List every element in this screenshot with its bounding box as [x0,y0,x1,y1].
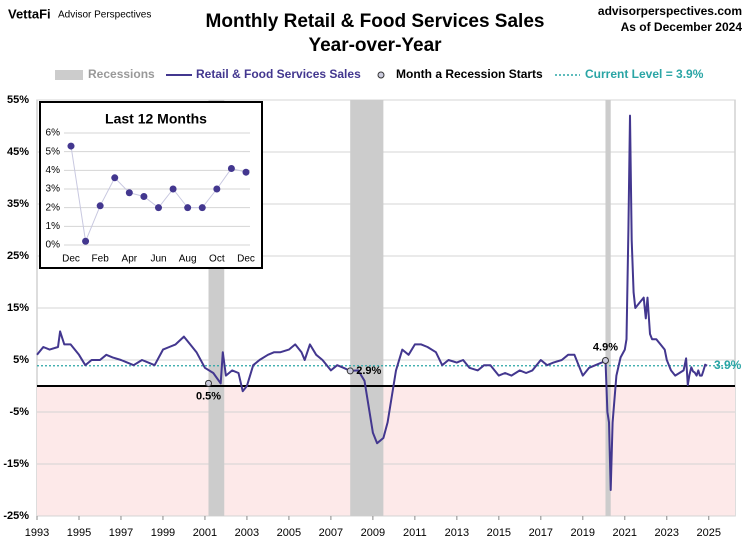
inset-x-tick-label: Oct [209,254,225,265]
x-tick-label: 1997 [109,527,133,539]
inset-point [82,237,90,245]
inset-y-tick-label: 1% [46,221,61,232]
x-tick-label: 2025 [697,527,721,539]
y-tick-label: 35% [7,198,29,210]
inset-x-tick-label: Dec [237,254,255,265]
inset-point [140,192,148,200]
y-tick-label: -25% [3,510,29,522]
inset-point [242,168,250,176]
y-tick-label: 45% [7,146,29,158]
as-of: As of December 2024 [621,20,743,34]
inset-point [96,202,104,210]
y-tick-label: 15% [7,302,29,314]
inset-point [67,142,75,150]
brand: VettaFi [8,6,51,21]
inset-x-tick-label: Jun [150,254,166,265]
inset-x-tick-label: Dec [62,254,80,265]
inset-point [111,174,119,182]
negative-zone [37,386,735,516]
recession-band [605,100,611,516]
x-tick-label: 2001 [193,527,217,539]
inset-y-tick-label: 0% [46,240,61,251]
recession-start-label: 4.9% [593,341,618,353]
recession-start-marker [346,367,354,375]
x-tick-label: 2019 [571,527,595,539]
inset-x-tick-label: Feb [92,254,110,265]
inset-point [227,164,235,172]
inset-point [213,185,221,193]
x-tick-label: 2005 [277,527,301,539]
legend-label: Retail & Food Services Sales [196,67,361,81]
recession-start-marker [205,379,213,387]
legend-swatch [55,70,83,80]
y-tick-label: -15% [3,458,29,470]
recession-start-label: 2.9% [356,365,381,377]
y-tick-label: 5% [13,354,29,366]
y-tick-label: 55% [7,94,29,106]
chart-title: Monthly Retail & Food Services Sales [206,11,545,32]
inset-y-tick-label: 3% [46,184,61,195]
inset-y-tick-label: 5% [46,146,61,157]
x-tick-label: 2023 [655,527,679,539]
x-tick-label: 1999 [151,527,175,539]
x-tick-label: 2021 [613,527,637,539]
inset-x-tick-label: Aug [179,254,197,265]
x-tick-label: 2015 [487,527,511,539]
legend-label: Month a Recession Starts [396,67,543,81]
inset-point [155,204,162,212]
publisher: Advisor Perspectives [58,10,151,21]
x-tick-label: 1995 [67,527,91,539]
y-tick-label: 25% [7,250,29,262]
inset-point [125,189,133,197]
inset-point [184,204,192,212]
x-tick-label: 2009 [361,527,385,539]
series-line [36,114,708,491]
x-tick-label: 2003 [235,527,259,539]
inset-y-tick-label: 4% [46,165,61,176]
x-tick-label: 2013 [445,527,469,539]
current-level-label: 3.9% [714,358,742,372]
inset-frame [39,101,263,269]
legend-swatch [377,71,385,79]
inset-title: Last 12 Months [105,111,207,127]
x-tick-label: 1993 [25,527,49,539]
inset-y-tick-label: 6% [46,128,61,139]
website: advisorperspectives.com [598,4,742,18]
x-tick-label: 2017 [529,527,553,539]
x-tick-label: 2011 [403,527,427,539]
inset-point [169,185,177,193]
legend: Recessions Retail & Food Services Sales … [55,67,704,81]
legend-label: Recessions [88,67,155,81]
recession-band [350,100,384,516]
inset-y-tick-label: 2% [46,202,61,213]
recession-start-marker [601,357,609,365]
recession-start-label: 0.5% [196,390,221,402]
inset-point [198,204,206,212]
inset-x-tick-label: Apr [122,254,138,265]
chart-subtitle: Year-over-Year [308,35,442,56]
x-tick-label: 2007 [319,527,343,539]
y-tick-label: -5% [9,406,29,418]
legend-label: Current Level = 3.9% [585,67,704,81]
